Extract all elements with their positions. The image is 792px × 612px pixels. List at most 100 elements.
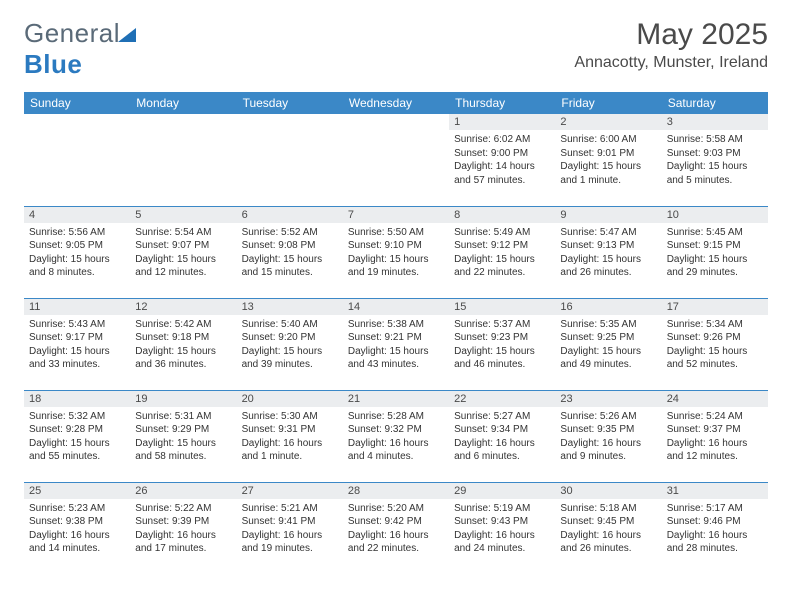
calendar-day-cell: 3Sunrise: 5:58 AMSunset: 9:03 PMDaylight… [662,114,768,206]
day-number: 29 [449,483,555,499]
calendar-day-cell: 9Sunrise: 5:47 AMSunset: 9:13 PMDaylight… [555,206,661,298]
calendar-day-cell: 16Sunrise: 5:35 AMSunset: 9:25 PMDayligh… [555,298,661,390]
day-details: Sunrise: 5:37 AMSunset: 9:23 PMDaylight:… [449,315,555,376]
calendar-day-cell: 25Sunrise: 5:23 AMSunset: 9:38 PMDayligh… [24,482,130,574]
day-number: 16 [555,299,661,315]
weekday-header: Wednesday [343,92,449,114]
day-number: 3 [662,114,768,130]
calendar-day-cell: 6Sunrise: 5:52 AMSunset: 9:08 PMDaylight… [237,206,343,298]
day-details: Sunrise: 5:47 AMSunset: 9:13 PMDaylight:… [555,223,661,284]
day-number: 9 [555,207,661,223]
calendar-week-row: ........1Sunrise: 6:02 AMSunset: 9:00 PM… [24,114,768,206]
day-number: 20 [237,391,343,407]
day-number: 5 [130,207,236,223]
day-number: 18 [24,391,130,407]
day-number: 6 [237,207,343,223]
calendar-week-row: 18Sunrise: 5:32 AMSunset: 9:28 PMDayligh… [24,390,768,482]
day-details: Sunrise: 5:21 AMSunset: 9:41 PMDaylight:… [237,499,343,560]
calendar-day-cell: 28Sunrise: 5:20 AMSunset: 9:42 PMDayligh… [343,482,449,574]
calendar-day-cell: 2Sunrise: 6:00 AMSunset: 9:01 PMDaylight… [555,114,661,206]
day-details: Sunrise: 5:42 AMSunset: 9:18 PMDaylight:… [130,315,236,376]
calendar-day-cell: 13Sunrise: 5:40 AMSunset: 9:20 PMDayligh… [237,298,343,390]
day-details: Sunrise: 5:23 AMSunset: 9:38 PMDaylight:… [24,499,130,560]
calendar-day-cell: .. [130,114,236,206]
logo-text: GeneralBlue [24,18,136,80]
day-number: 25 [24,483,130,499]
day-details: Sunrise: 6:02 AMSunset: 9:00 PMDaylight:… [449,130,555,191]
calendar-header-row: SundayMondayTuesdayWednesdayThursdayFrid… [24,92,768,114]
day-details: Sunrise: 5:32 AMSunset: 9:28 PMDaylight:… [24,407,130,468]
weekday-header: Sunday [24,92,130,114]
day-details: Sunrise: 5:54 AMSunset: 9:07 PMDaylight:… [130,223,236,284]
calendar-day-cell: 21Sunrise: 5:28 AMSunset: 9:32 PMDayligh… [343,390,449,482]
day-number: 13 [237,299,343,315]
calendar-day-cell: 31Sunrise: 5:17 AMSunset: 9:46 PMDayligh… [662,482,768,574]
day-number: 15 [449,299,555,315]
logo-word-1: General [24,18,120,48]
calendar-day-cell: 15Sunrise: 5:37 AMSunset: 9:23 PMDayligh… [449,298,555,390]
calendar-day-cell: 20Sunrise: 5:30 AMSunset: 9:31 PMDayligh… [237,390,343,482]
calendar-day-cell: 4Sunrise: 5:56 AMSunset: 9:05 PMDaylight… [24,206,130,298]
calendar-body: ........1Sunrise: 6:02 AMSunset: 9:00 PM… [24,114,768,574]
day-details: Sunrise: 5:27 AMSunset: 9:34 PMDaylight:… [449,407,555,468]
calendar-day-cell: 11Sunrise: 5:43 AMSunset: 9:17 PMDayligh… [24,298,130,390]
calendar-day-cell: 14Sunrise: 5:38 AMSunset: 9:21 PMDayligh… [343,298,449,390]
day-details: Sunrise: 5:26 AMSunset: 9:35 PMDaylight:… [555,407,661,468]
day-number: 21 [343,391,449,407]
day-number: 11 [24,299,130,315]
day-number: 12 [130,299,236,315]
day-details: Sunrise: 5:31 AMSunset: 9:29 PMDaylight:… [130,407,236,468]
calendar-day-cell: 22Sunrise: 5:27 AMSunset: 9:34 PMDayligh… [449,390,555,482]
page-header: GeneralBlue May 2025 Annacotty, Munster,… [24,18,768,80]
day-number: 24 [662,391,768,407]
day-details: Sunrise: 5:22 AMSunset: 9:39 PMDaylight:… [130,499,236,560]
day-details: Sunrise: 5:45 AMSunset: 9:15 PMDaylight:… [662,223,768,284]
calendar-day-cell: 27Sunrise: 5:21 AMSunset: 9:41 PMDayligh… [237,482,343,574]
day-details: Sunrise: 5:30 AMSunset: 9:31 PMDaylight:… [237,407,343,468]
day-number: 28 [343,483,449,499]
day-details: Sunrise: 5:34 AMSunset: 9:26 PMDaylight:… [662,315,768,376]
day-details: Sunrise: 5:50 AMSunset: 9:10 PMDaylight:… [343,223,449,284]
calendar-day-cell: 23Sunrise: 5:26 AMSunset: 9:35 PMDayligh… [555,390,661,482]
calendar-week-row: 25Sunrise: 5:23 AMSunset: 9:38 PMDayligh… [24,482,768,574]
weekday-header: Monday [130,92,236,114]
day-number: 14 [343,299,449,315]
calendar-day-cell: 30Sunrise: 5:18 AMSunset: 9:45 PMDayligh… [555,482,661,574]
day-details: Sunrise: 5:17 AMSunset: 9:46 PMDaylight:… [662,499,768,560]
day-details: Sunrise: 5:19 AMSunset: 9:43 PMDaylight:… [449,499,555,560]
day-details: Sunrise: 5:40 AMSunset: 9:20 PMDaylight:… [237,315,343,376]
calendar-table: SundayMondayTuesdayWednesdayThursdayFrid… [24,92,768,574]
calendar-day-cell: 8Sunrise: 5:49 AMSunset: 9:12 PMDaylight… [449,206,555,298]
weekday-header: Saturday [662,92,768,114]
calendar-day-cell: 19Sunrise: 5:31 AMSunset: 9:29 PMDayligh… [130,390,236,482]
calendar-day-cell: 26Sunrise: 5:22 AMSunset: 9:39 PMDayligh… [130,482,236,574]
calendar-day-cell: .. [24,114,130,206]
calendar-day-cell: .. [343,114,449,206]
day-number: 2 [555,114,661,130]
day-number: 27 [237,483,343,499]
day-number: 31 [662,483,768,499]
day-details: Sunrise: 5:35 AMSunset: 9:25 PMDaylight:… [555,315,661,376]
weekday-header: Friday [555,92,661,114]
day-details: Sunrise: 5:58 AMSunset: 9:03 PMDaylight:… [662,130,768,191]
day-number: 30 [555,483,661,499]
calendar-week-row: 11Sunrise: 5:43 AMSunset: 9:17 PMDayligh… [24,298,768,390]
calendar-day-cell: 10Sunrise: 5:45 AMSunset: 9:15 PMDayligh… [662,206,768,298]
title-block: May 2025 Annacotty, Munster, Ireland [574,18,768,72]
day-details: Sunrise: 5:18 AMSunset: 9:45 PMDaylight:… [555,499,661,560]
day-number: 7 [343,207,449,223]
day-number: 19 [130,391,236,407]
calendar-day-cell: 24Sunrise: 5:24 AMSunset: 9:37 PMDayligh… [662,390,768,482]
day-number: 23 [555,391,661,407]
location-text: Annacotty, Munster, Ireland [574,54,768,72]
day-details: Sunrise: 5:24 AMSunset: 9:37 PMDaylight:… [662,407,768,468]
day-details: Sunrise: 5:52 AMSunset: 9:08 PMDaylight:… [237,223,343,284]
calendar-day-cell: 1Sunrise: 6:02 AMSunset: 9:00 PMDaylight… [449,114,555,206]
calendar-week-row: 4Sunrise: 5:56 AMSunset: 9:05 PMDaylight… [24,206,768,298]
logo-triangle-icon [118,18,136,49]
month-title: May 2025 [574,18,768,52]
day-number: 4 [24,207,130,223]
logo-word-2: Blue [24,49,82,79]
day-details: Sunrise: 6:00 AMSunset: 9:01 PMDaylight:… [555,130,661,191]
day-details: Sunrise: 5:56 AMSunset: 9:05 PMDaylight:… [24,223,130,284]
